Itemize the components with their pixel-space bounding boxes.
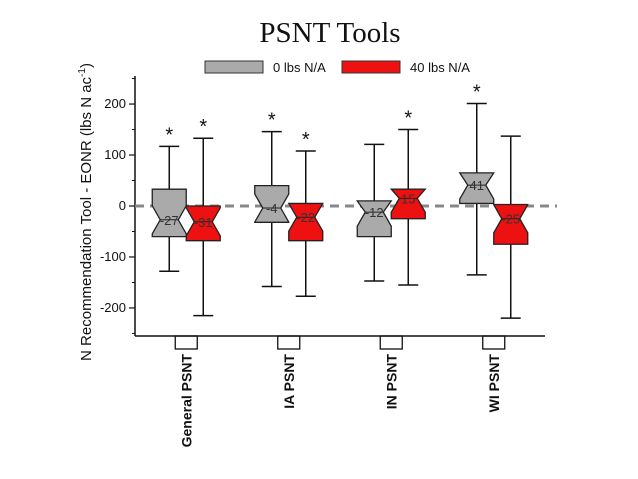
legend-label-1: 40 lbs N/A	[410, 60, 470, 75]
y-axis-label-superscript: -1	[77, 68, 88, 77]
box-body	[185, 205, 221, 242]
box-body	[355, 200, 393, 238]
median-label: -31	[194, 215, 213, 230]
box-0-2: -12	[355, 143, 393, 282]
axes: -200 -100 0 100 200	[100, 76, 545, 337]
legend: 0 lbs N/A 40 lbs N/A	[204, 60, 470, 75]
category-tick-box	[277, 335, 301, 350]
box-0-0: -27 *	[151, 124, 187, 273]
box-body	[287, 202, 324, 242]
median-label: -4	[266, 201, 278, 216]
y-tick-label: -200	[100, 300, 126, 315]
box-group: -27 * -4 * -12 41 * -31 * -22 * 15 * -25	[151, 82, 529, 319]
significance-marker: *	[268, 110, 276, 132]
legend-label-0: 0 lbs N/A	[273, 60, 326, 75]
box-1-1: -22 *	[287, 129, 324, 297]
y-axis-label: N Recommendation Tool - EONR (lbs N ac-1…	[77, 63, 95, 361]
significance-marker: *	[165, 124, 173, 146]
category-label: IN PSNT	[383, 354, 399, 410]
y-tick-label: 100	[104, 147, 126, 162]
category-label: WI PSNT	[486, 354, 502, 413]
chart-title: PSNT Tools	[259, 17, 400, 49]
category-label: IA PSNT	[281, 354, 297, 409]
box-body	[493, 203, 529, 245]
box-1-3: -25	[493, 135, 529, 319]
category-label: General PSNT	[178, 354, 194, 448]
y-axis-label-text: N Recommendation Tool - EONR (lbs N ac	[78, 76, 95, 360]
box-1-0: -31 *	[185, 116, 221, 317]
median-label: -12	[365, 205, 384, 220]
category-labels: General PSNT IA PSNT IN PSNT WI PSNT	[174, 335, 506, 448]
box-0-1: -4 *	[254, 110, 290, 288]
category-tick-box	[379, 335, 403, 350]
median-label: -22	[296, 210, 315, 225]
significance-marker: *	[473, 82, 481, 104]
category-tick-box	[174, 335, 198, 350]
median-label: -25	[501, 212, 520, 227]
median-label: -27	[160, 213, 179, 228]
y-axis-label-close: )	[78, 63, 95, 68]
median-label: 15	[401, 191, 415, 206]
significance-marker: *	[404, 108, 412, 130]
legend-swatch-0	[204, 60, 264, 74]
y-tick-label: 200	[104, 96, 126, 111]
legend-swatch-1	[341, 60, 401, 74]
category-tick-box	[482, 335, 506, 350]
box-body	[458, 172, 495, 205]
y-tick-label: 0	[119, 198, 126, 213]
significance-marker: *	[199, 116, 207, 138]
y-tick-label: -100	[100, 249, 126, 264]
median-label: 41	[470, 178, 484, 193]
box-body	[389, 188, 427, 220]
significance-marker: *	[302, 129, 310, 151]
box-body	[254, 184, 290, 223]
box-1-2: 15 *	[389, 108, 427, 286]
box-0-3: 41 *	[458, 82, 495, 276]
